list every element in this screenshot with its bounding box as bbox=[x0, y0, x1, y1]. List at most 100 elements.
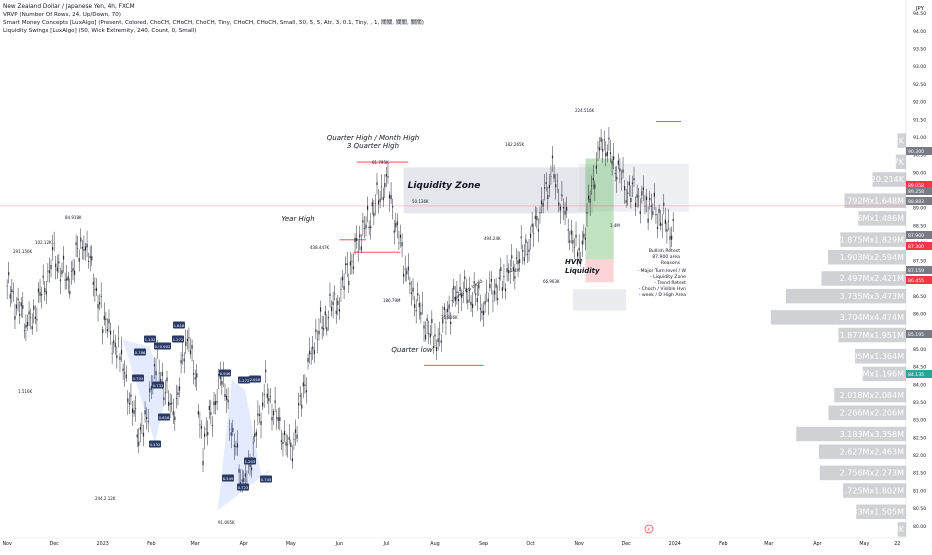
volume-profile-label: 1.725Mx1.802M bbox=[840, 486, 904, 495]
swing-label: 66.963K bbox=[543, 279, 560, 284]
volume-profile-bar bbox=[838, 327, 906, 343]
candle-body bbox=[105, 318, 107, 321]
volume-profile-label: 1.877Mx1.951M bbox=[840, 331, 904, 340]
candle-body bbox=[392, 206, 394, 208]
candle-body bbox=[664, 219, 666, 224]
candle-body bbox=[323, 328, 325, 330]
candle-body bbox=[459, 286, 461, 292]
candle-body bbox=[603, 139, 605, 141]
candle-body bbox=[382, 196, 384, 201]
reason-5: - week / D High Area bbox=[639, 292, 686, 298]
candle-body bbox=[424, 334, 427, 340]
x-tick-label: Nov bbox=[2, 541, 12, 547]
candle-body bbox=[296, 434, 298, 439]
candle-body bbox=[315, 329, 317, 333]
candle-body bbox=[633, 178, 635, 181]
candle-body bbox=[403, 273, 405, 277]
candle-body bbox=[22, 305, 24, 309]
pattern-label: 0.532 bbox=[150, 442, 161, 447]
candle-body bbox=[180, 360, 182, 364]
x-tick-label: May bbox=[286, 541, 296, 547]
x-tick-label: May bbox=[859, 541, 869, 547]
candle-body bbox=[600, 137, 602, 142]
candle-body bbox=[149, 388, 151, 393]
pattern-label: 0.732 bbox=[153, 383, 164, 388]
candle-body bbox=[465, 287, 467, 293]
candle-body bbox=[236, 443, 239, 448]
candle-body bbox=[608, 137, 610, 140]
candle-body bbox=[622, 169, 624, 173]
candle-body bbox=[656, 226, 659, 230]
candle-body bbox=[464, 276, 466, 280]
candle-body bbox=[489, 283, 491, 289]
candle-body bbox=[558, 202, 560, 206]
y-tick-label: 84.50 bbox=[913, 365, 926, 371]
candle-body bbox=[174, 416, 176, 421]
x-tick-label: 22 bbox=[894, 541, 900, 547]
price-tag bbox=[906, 242, 932, 250]
legend-title: New Zealand Dollar / Japanese Yen, 4h, F… bbox=[3, 4, 135, 10]
candle-body bbox=[80, 237, 82, 242]
swing-label: 1.4M bbox=[610, 223, 620, 228]
price-tag-label: 86.455 bbox=[908, 278, 924, 284]
candle-body bbox=[94, 289, 96, 291]
candle-body bbox=[327, 317, 330, 319]
candle-body bbox=[439, 333, 441, 335]
candle-body bbox=[193, 373, 195, 375]
candle-body bbox=[594, 184, 596, 189]
x-tick-label: 2024 bbox=[669, 541, 681, 547]
candle-body bbox=[144, 410, 146, 415]
candle-body bbox=[332, 301, 334, 306]
candle-body bbox=[128, 402, 130, 405]
candle-body bbox=[431, 318, 433, 323]
candle-body bbox=[324, 311, 326, 316]
candle-body bbox=[578, 247, 580, 251]
volume-profile-bar bbox=[818, 444, 906, 459]
candle-body bbox=[511, 255, 513, 259]
x-tick-label: Apr bbox=[240, 541, 248, 547]
pattern-label: 0.618 bbox=[159, 415, 170, 420]
candle-body bbox=[393, 230, 395, 233]
candle-body bbox=[171, 402, 173, 405]
candle-body bbox=[448, 304, 450, 309]
candle-body bbox=[478, 284, 480, 289]
price-tag bbox=[906, 197, 932, 205]
candle-body bbox=[218, 374, 220, 377]
candle-body bbox=[395, 223, 397, 228]
candle-body bbox=[81, 246, 83, 249]
volume-profile-bar bbox=[856, 504, 906, 520]
candle-body bbox=[421, 304, 424, 306]
candle-body bbox=[122, 368, 124, 371]
candle-body bbox=[529, 233, 532, 238]
candle-body bbox=[636, 194, 638, 198]
price-tag-label: 85.195 bbox=[908, 332, 924, 338]
y-tick-label: 92.50 bbox=[913, 82, 926, 88]
candle-body bbox=[534, 215, 536, 220]
candle-body bbox=[500, 267, 502, 272]
candle-body bbox=[576, 252, 579, 257]
candle-body bbox=[254, 433, 256, 437]
candle-body bbox=[33, 305, 35, 310]
candle-body bbox=[211, 424, 214, 427]
candle-body bbox=[19, 313, 21, 316]
level-area-annotation: 87.900 area bbox=[652, 254, 680, 260]
candle-body bbox=[216, 401, 218, 403]
candle-body bbox=[666, 228, 668, 232]
candle-body bbox=[564, 210, 566, 215]
y-tick-label: 88.50 bbox=[913, 223, 926, 229]
candle-body bbox=[566, 206, 568, 211]
candle-body bbox=[671, 235, 673, 240]
three-quarter-high-annotation: 3 Quarter High bbox=[347, 142, 399, 150]
candle-body bbox=[595, 165, 597, 169]
candle-body bbox=[207, 431, 209, 436]
candle-body bbox=[423, 325, 425, 329]
candle-body bbox=[95, 287, 98, 291]
candle-body bbox=[261, 402, 264, 407]
price-tag-label: 89.258 bbox=[908, 189, 924, 195]
pattern-label-box bbox=[149, 440, 161, 448]
candle-body bbox=[504, 288, 507, 292]
volume-profile-bar bbox=[862, 366, 906, 382]
event-marker bbox=[644, 524, 654, 534]
